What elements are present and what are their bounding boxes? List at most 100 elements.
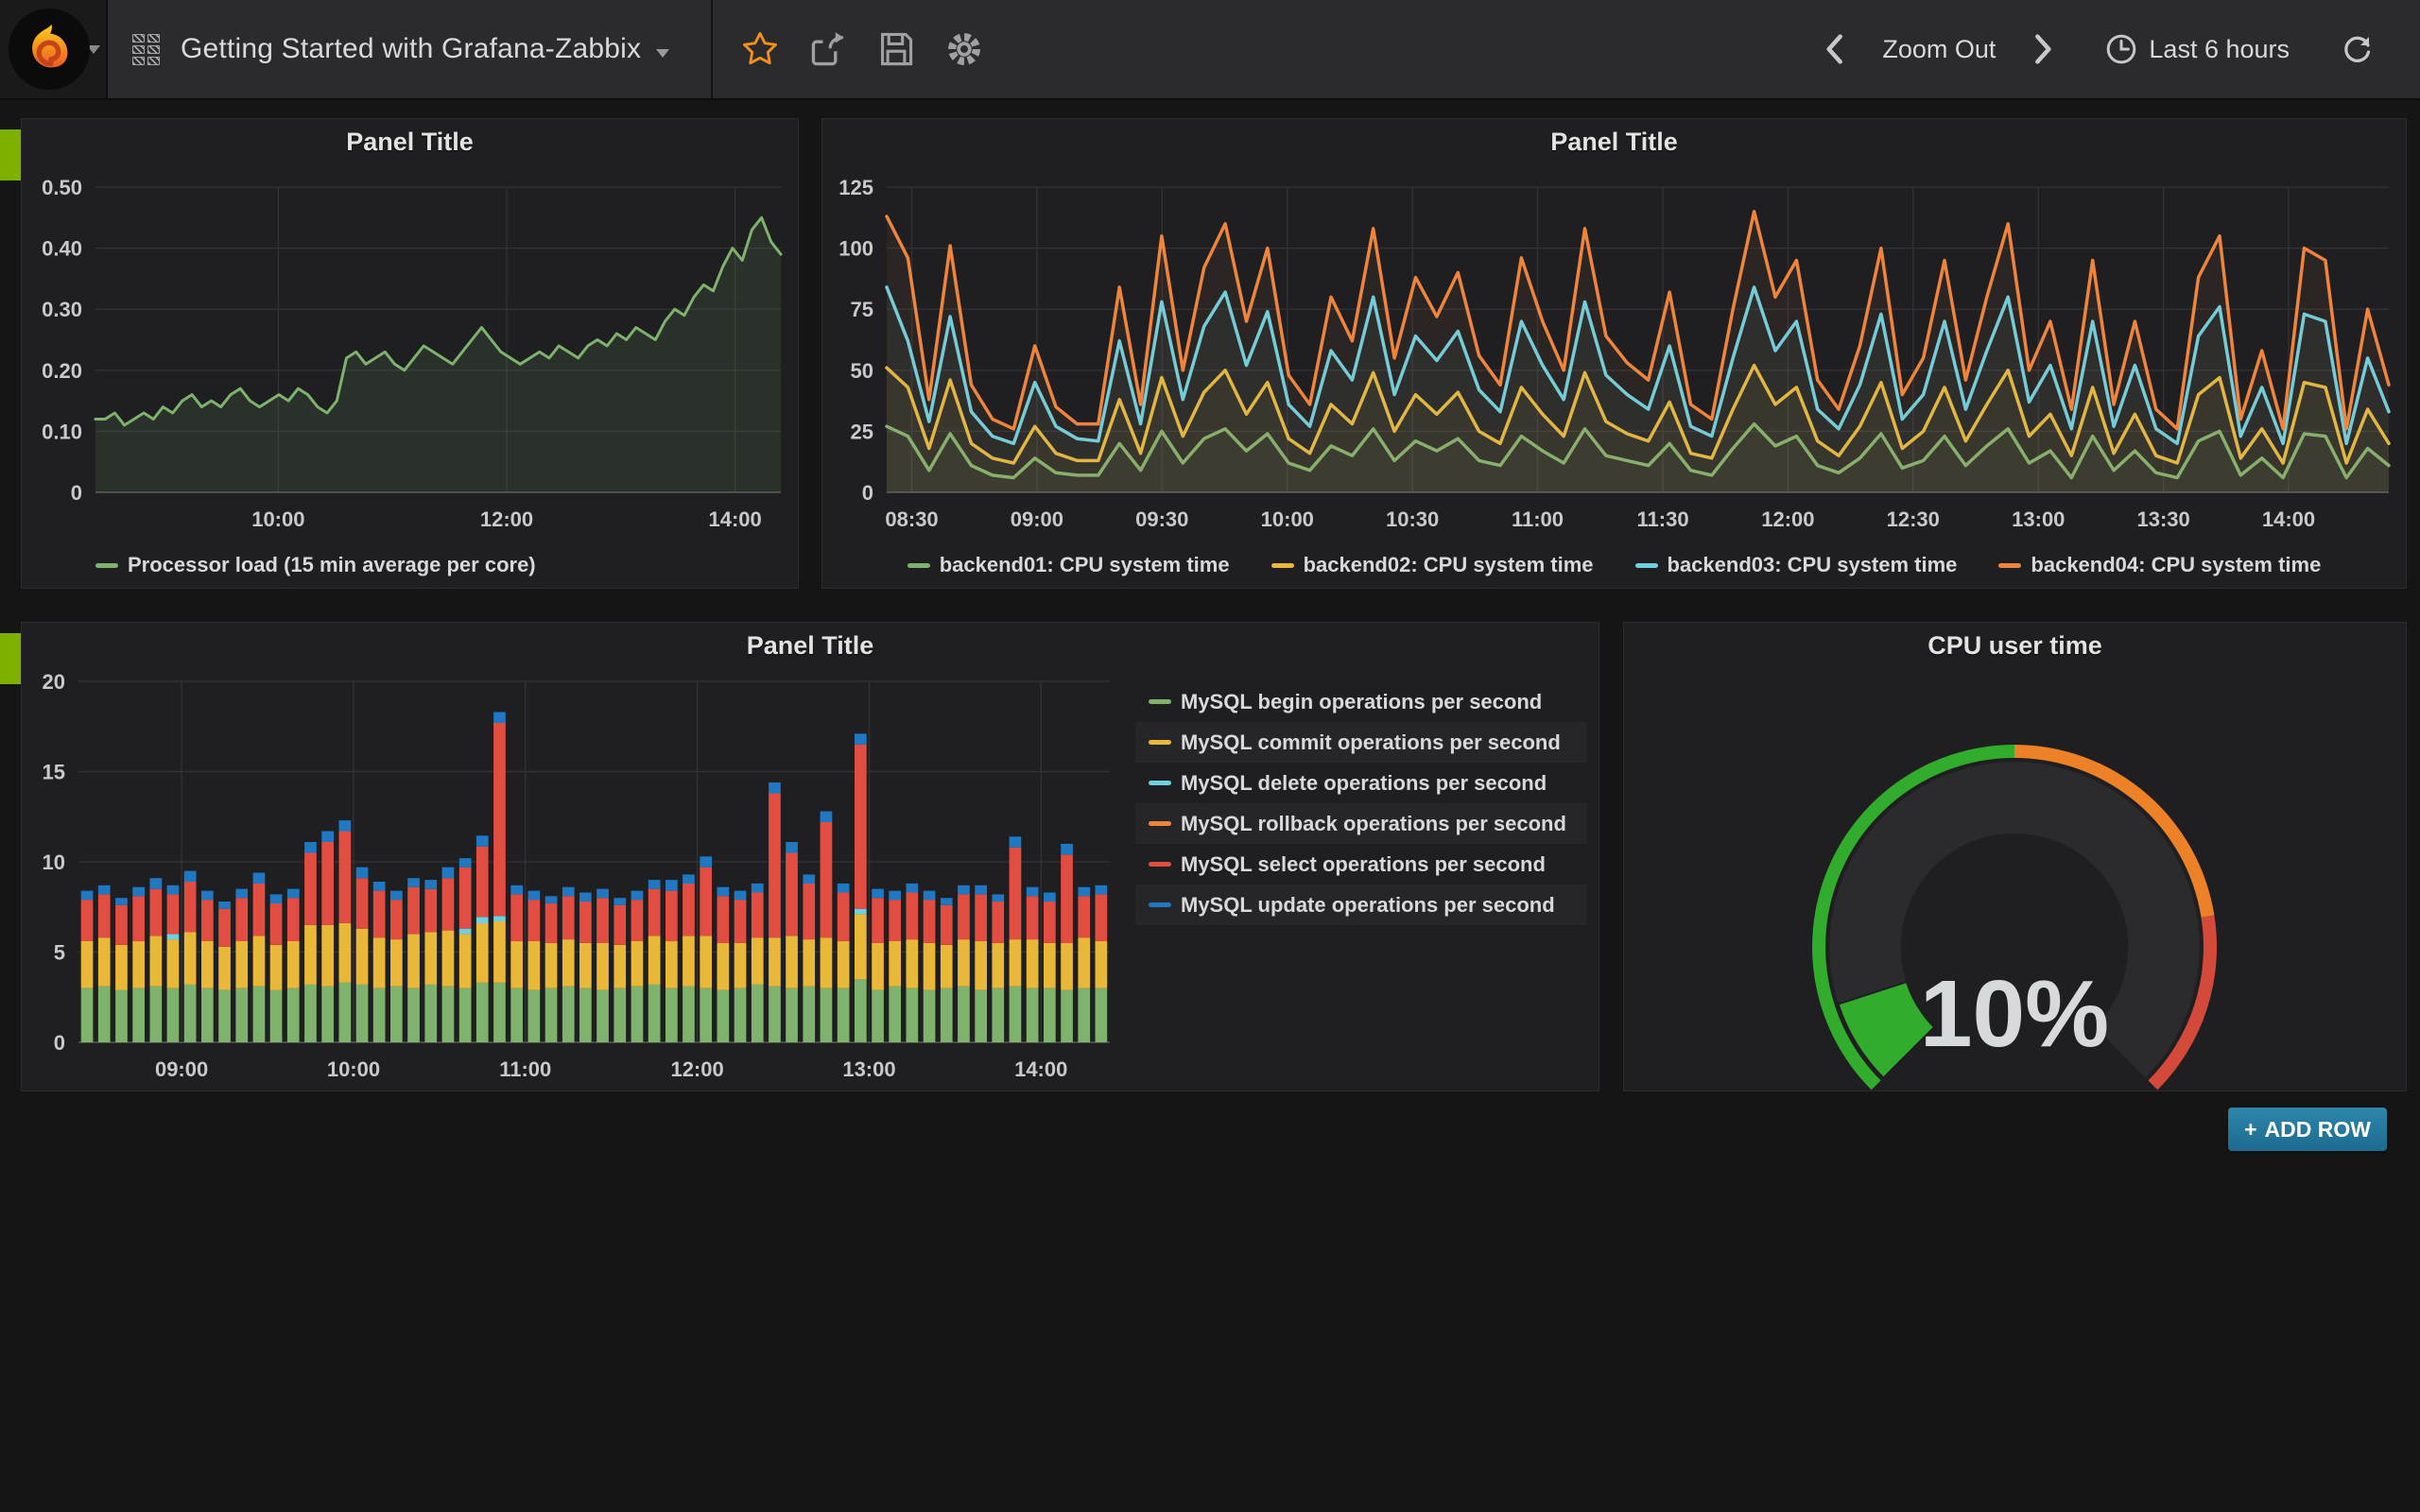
time-shift-right-button[interactable]: [2018, 16, 2069, 82]
panel-processor-load: Panel Title 10:00 12:00 14:00 0 0.10 0.20 0.30…: [21, 118, 799, 589]
grafana-logo-icon: [9, 9, 90, 90]
x-tick-label: 13:00: [842, 1057, 895, 1081]
legend-item[interactable]: MySQL select operations per second: [1135, 844, 1587, 885]
share-box-icon: [812, 40, 838, 66]
x-tick-label: 14:00: [1014, 1057, 1067, 1081]
row-handle-2[interactable]: [0, 633, 25, 684]
settings-button[interactable]: [930, 0, 998, 98]
x-tick-label: 12:00: [670, 1057, 723, 1081]
legend-item[interactable]: backend02: CPU system time: [1270, 553, 1594, 577]
x-tick-label: 11:00: [1512, 507, 1564, 531]
y-tick-label: 0: [54, 1031, 65, 1055]
panel-title[interactable]: Panel Title: [346, 127, 474, 156]
refresh-icon: [2344, 36, 2371, 62]
grafana-menu-caret-icon: [87, 45, 100, 54]
add-row-button[interactable]: + ADD ROW: [2228, 1108, 2387, 1151]
y-tick-label: 50: [851, 359, 873, 383]
x-tick-label: 12:00: [480, 507, 533, 531]
legend: backend01: CPU system time backend02: CPU…: [822, 553, 2406, 577]
x-tick-label: 11:00: [499, 1057, 551, 1081]
panel-title[interactable]: Panel Title: [1550, 127, 1678, 156]
y-tick-label: 0.10: [42, 420, 82, 443]
legend-color-dash-icon: [1149, 862, 1171, 867]
dashboard-title-caret-icon: [656, 48, 670, 58]
x-tick-label: 13:30: [2137, 507, 2190, 531]
top-navbar: Getting Started with Grafana-Zabbix: [0, 0, 2420, 100]
y-tick-label: 20: [43, 670, 65, 694]
grafana-menu[interactable]: [0, 0, 108, 98]
line-chart-cpu-system[interactable]: 08:30 09:00 09:30 10:00 10:30 11:00 11:30 12:00…: [822, 164, 2404, 542]
x-tick-label: 12:00: [1761, 507, 1814, 531]
legend-color-dash-icon: [1270, 562, 1294, 568]
y-tick-label: 125: [838, 176, 873, 199]
refresh-button[interactable]: [2327, 16, 2388, 82]
legend-item[interactable]: backend04: CPU system time: [1998, 553, 2321, 577]
legend-label: Processor load (15 min average per core): [128, 553, 536, 576]
share-button[interactable]: [794, 0, 862, 98]
legend-item[interactable]: MySQL update operations per second: [1135, 885, 1587, 925]
legend-item[interactable]: MySQL delete operations per second: [1135, 763, 1587, 803]
legend-item[interactable]: MySQL commit operations per second: [1135, 722, 1587, 763]
x-tick-label: 12:30: [1887, 507, 1940, 531]
x-tick-label: 10:00: [327, 1057, 380, 1081]
legend-color-dash-icon: [1634, 562, 1658, 568]
x-tick-label: 08:30: [885, 507, 938, 531]
legend-label: backend01: CPU system time: [939, 553, 1230, 576]
gauge-value: 10%: [1920, 961, 2109, 1067]
save-button[interactable]: [862, 0, 930, 98]
bar-chart-mysql-operations[interactable]: 09:00 10:00 11:00 12:00 13:00 14:00 0 5 10 15 20: [22, 668, 1118, 1091]
gauge-cpu-user-time[interactable]: 10%: [1624, 668, 2406, 1091]
legend-item[interactable]: MySQL rollback operations per second: [1135, 803, 1587, 844]
legend-item[interactable]: MySQL begin operations per second: [1135, 681, 1587, 722]
share-arrow-icon: [836, 32, 844, 43]
line-chart-processor-load[interactable]: 10:00 12:00 14:00 0 0.10 0.20 0.30 0.40 0.50: [22, 164, 796, 542]
chevron-left-icon: [1826, 34, 1843, 64]
x-tick-label: 10:00: [1261, 507, 1314, 531]
dashboard-nav[interactable]: Getting Started with Grafana-Zabbix: [108, 0, 694, 98]
y-tick-label: 75: [851, 298, 873, 321]
x-tick-label: 14:00: [709, 507, 762, 531]
legend-color-dash-icon: [907, 562, 930, 568]
star-button[interactable]: [726, 0, 794, 98]
legend-item[interactable]: backend01: CPU system time: [907, 553, 1230, 577]
panel-title[interactable]: CPU user time: [1927, 630, 2102, 660]
time-shift-left-button[interactable]: [1808, 16, 1859, 82]
panel-mysql-operations: Panel Title 09:00 10:00 11:00 12:00 13:00 14:…: [21, 622, 1599, 1091]
legend-item[interactable]: Processor load (15 min average per core): [95, 553, 536, 577]
add-row-label: ADD ROW: [2264, 1116, 2371, 1142]
y-tick-label: 100: [838, 237, 873, 261]
gear-teeth-icon: [948, 33, 981, 65]
x-tick-label: 09:30: [1135, 507, 1188, 531]
row-handle-1[interactable]: [0, 129, 25, 180]
time-range-picker[interactable]: Last 6 hours: [2092, 16, 2303, 82]
dashboard-grid-icon: [132, 33, 160, 65]
panel-cpu-system-time: Panel Title 08:30 09:00 09:30 10:00 10:30 11:…: [821, 118, 2407, 589]
panel-title[interactable]: Panel Title: [746, 630, 874, 660]
y-tick-label: 0: [71, 481, 82, 505]
star-icon: [743, 31, 778, 65]
legend-color-dash-icon: [1149, 699, 1171, 704]
legend-label: MySQL rollback operations per second: [1181, 811, 1566, 835]
time-controls: Zoom Out Last 6 hours: [1808, 16, 2420, 82]
legend-label: MySQL update operations per second: [1181, 892, 1555, 917]
legend-color-dash-icon: [1998, 562, 2022, 568]
time-range-label: Last 6 hours: [2149, 34, 2290, 63]
gear-icon: [957, 42, 972, 57]
legend-label: MySQL select operations per second: [1181, 851, 1546, 876]
dashboard-title[interactable]: Getting Started with Grafana-Zabbix: [181, 33, 642, 64]
x-tick-label: 10:30: [1386, 507, 1439, 531]
y-tick-label: 5: [54, 941, 65, 965]
legend-color-dash-icon: [1149, 781, 1171, 785]
plus-icon: +: [2244, 1116, 2257, 1142]
zoom-out-button[interactable]: Zoom Out: [1869, 16, 2009, 82]
x-tick-label: 09:00: [155, 1057, 208, 1081]
y-tick-label: 10: [43, 850, 65, 874]
legend-color-dash-icon: [1149, 740, 1171, 745]
chevron-right-icon: [2035, 34, 2052, 64]
x-tick-label: 09:00: [1011, 507, 1063, 531]
legend-item[interactable]: backend03: CPU system time: [1634, 553, 1957, 577]
y-tick-label: 15: [43, 761, 65, 784]
x-tick-label: 13:00: [2012, 507, 2065, 531]
legend: MySQL begin operations per second MySQL c…: [1135, 681, 1587, 925]
x-tick-label: 14:00: [2262, 507, 2315, 531]
